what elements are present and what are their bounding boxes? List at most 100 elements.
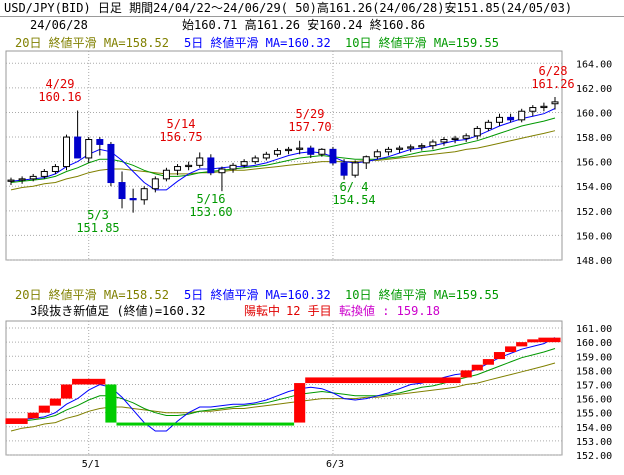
candle-body xyxy=(185,164,193,168)
status-trend: 陽転中 xyxy=(244,303,280,318)
candle-body xyxy=(29,175,37,180)
candle-body xyxy=(551,101,559,105)
x-tick-label: 6/3 xyxy=(326,264,344,265)
annotation-date: 6/28 xyxy=(539,64,568,78)
candle-body xyxy=(407,146,415,149)
plot-frame xyxy=(5,50,563,261)
y-tick-label: 161.00 xyxy=(576,324,612,335)
annotation-date: 5/3 xyxy=(87,208,109,222)
candle-body xyxy=(384,148,392,153)
candle-body xyxy=(107,143,115,184)
new-price-brick xyxy=(72,378,106,385)
new-price-brick xyxy=(38,405,50,413)
candle-body xyxy=(440,139,448,143)
ma5-line xyxy=(10,108,556,191)
candle-body xyxy=(318,148,326,155)
ma10-line xyxy=(10,348,556,424)
y-tick-label: 158.00 xyxy=(576,366,612,377)
x-tick-label: 5/1 xyxy=(82,264,100,265)
annotation-value: 153.60 xyxy=(189,205,232,219)
y-tick-label: 154.00 xyxy=(576,182,612,193)
y-tick-label: 158.00 xyxy=(576,133,612,144)
candle-body xyxy=(507,116,515,121)
y-tick-label: 160.00 xyxy=(576,338,612,349)
candle-body xyxy=(196,157,204,166)
ohlc-values: 始160.71 高161.26 安160.24 終160.86 xyxy=(182,18,426,32)
ma-legend-item: 10日 終値平滑 MA=159.55 xyxy=(345,287,499,302)
candle-body xyxy=(129,198,137,201)
ma20-line xyxy=(10,130,556,191)
candle-body xyxy=(529,107,537,112)
candle-body xyxy=(396,147,404,150)
candle-body xyxy=(7,179,15,182)
y-tick-label: 150.00 xyxy=(576,231,612,242)
price-axis: 164.00 162.00 160.00 158.00 156.00 154.00 152.… xyxy=(82,59,612,265)
new-price-brick xyxy=(527,339,539,343)
annotation-value: 157.70 xyxy=(288,120,331,134)
y-tick-label: 160.00 xyxy=(576,108,612,119)
candle-body xyxy=(251,157,259,163)
candle-body xyxy=(296,147,304,150)
candle-body xyxy=(462,135,470,139)
new-price-brick xyxy=(116,422,295,426)
candle-body xyxy=(118,182,126,200)
candle-body xyxy=(540,105,548,109)
grid xyxy=(5,320,563,456)
x-tick-label: 6/3 xyxy=(326,459,344,470)
candle-body xyxy=(162,169,170,180)
price-axis: 161.00 160.00 159.00 158.00 157.00 156.00 155.… xyxy=(82,324,612,470)
title-bar: USD/JPY(BID) 日足 期間24/04/22～24/06/29( 50)… xyxy=(0,0,624,17)
new-price-brick xyxy=(460,370,472,378)
y-tick-label: 148.00 xyxy=(576,256,612,265)
candle-body xyxy=(240,161,248,166)
y-tick-label: 156.00 xyxy=(576,158,612,169)
candle-body xyxy=(484,121,492,129)
candle-body xyxy=(151,178,159,190)
y-tick-label: 155.00 xyxy=(576,409,612,420)
candle-body xyxy=(85,139,93,159)
new-price-brick xyxy=(482,359,494,365)
ma-legend-item: 5日 終値平滑 MA=160.32 xyxy=(184,35,331,50)
y-tick-label: 152.00 xyxy=(576,451,612,462)
annotation-date: 5/16 xyxy=(197,192,226,206)
candle-body xyxy=(18,178,26,181)
candle-body xyxy=(96,139,104,145)
candle-body xyxy=(495,116,503,123)
annotation-date: 5/29 xyxy=(296,107,325,121)
annotation-date: 6/ 4 xyxy=(340,180,369,194)
candle-body xyxy=(262,153,270,159)
ma-legend-item: 5日 終値平滑 MA=160.32 xyxy=(184,287,331,302)
ma-legend: 20日 終値平滑 MA=158.52 5日 終値平滑 MA=160.32 10日 終… xyxy=(15,287,499,302)
candle-body xyxy=(74,136,82,159)
annotation-date: 4/29 xyxy=(46,77,75,91)
x-tick-label: 5/1 xyxy=(82,459,100,470)
new-price-brick xyxy=(493,352,506,360)
candle-body xyxy=(207,157,215,174)
candle-body xyxy=(140,188,148,201)
annotation-value: 161.26 xyxy=(531,77,574,91)
y-tick-label: 154.00 xyxy=(576,423,612,434)
ohlc-bar: 24/06/28 始160.71 高161.26 安160.24 終160.86 xyxy=(0,17,624,33)
annotation-value: 154.54 xyxy=(332,193,375,207)
candle-body xyxy=(329,148,337,164)
candle-body xyxy=(451,137,459,141)
candle-body xyxy=(51,166,59,172)
y-tick-label: 159.00 xyxy=(576,352,612,363)
status-main: 3段抜き新値足 (終値)=160.32 xyxy=(30,303,205,318)
new-price-brick xyxy=(305,377,461,384)
candles xyxy=(7,96,559,213)
status-line: 3段抜き新値足 (終値)=160.32 陽転中 12 手目 転換値 : 159.18 xyxy=(30,303,440,318)
current-date: 24/06/28 xyxy=(30,18,88,32)
candle-body xyxy=(518,110,526,121)
candle-body xyxy=(229,164,237,170)
new-price-brick xyxy=(471,364,483,371)
ma10-line xyxy=(10,117,556,183)
y-tick-label: 152.00 xyxy=(576,207,612,218)
candle-body xyxy=(218,168,226,174)
y-tick-label: 157.00 xyxy=(576,380,612,391)
candle-body xyxy=(373,151,381,158)
new-price-chart[interactable]: 161.00 160.00 159.00 158.00 157.00 156.00 155.… xyxy=(0,283,624,475)
